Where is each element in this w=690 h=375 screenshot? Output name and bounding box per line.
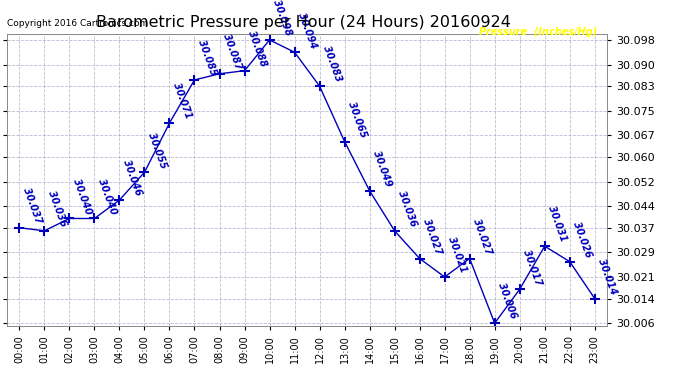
Text: Copyright 2016 Cartronics.com: Copyright 2016 Cartronics.com: [7, 19, 148, 28]
Text: 30.036: 30.036: [396, 189, 418, 228]
Text: 30.055: 30.055: [146, 131, 168, 170]
Text: 30.098: 30.098: [271, 0, 293, 37]
Text: 30.094: 30.094: [296, 11, 318, 50]
Text: 30.065: 30.065: [346, 100, 368, 139]
Text: 30.037: 30.037: [21, 186, 43, 225]
Text: 30.014: 30.014: [596, 257, 618, 296]
Text: 30.027: 30.027: [471, 217, 493, 256]
Text: 30.040: 30.040: [71, 177, 93, 216]
Text: 30.071: 30.071: [171, 82, 193, 120]
Text: 30.046: 30.046: [121, 159, 143, 197]
Text: 30.031: 30.031: [546, 205, 569, 243]
Text: 30.087: 30.087: [221, 32, 243, 71]
Text: 30.040: 30.040: [96, 177, 118, 216]
Text: Barometric Pressure per Hour (24 Hours) 20160924: Barometric Pressure per Hour (24 Hours) …: [96, 15, 511, 30]
Text: 30.083: 30.083: [321, 45, 343, 83]
Text: 30.036: 30.036: [46, 189, 68, 228]
Text: 30.049: 30.049: [371, 149, 393, 188]
Text: 30.085: 30.085: [196, 39, 218, 77]
Text: 30.027: 30.027: [421, 217, 443, 256]
Text: 30.088: 30.088: [246, 29, 268, 68]
Text: 30.017: 30.017: [521, 248, 543, 286]
Text: 30.021: 30.021: [446, 236, 469, 274]
Text: 30.006: 30.006: [496, 282, 518, 320]
Text: 30.026: 30.026: [571, 220, 593, 259]
